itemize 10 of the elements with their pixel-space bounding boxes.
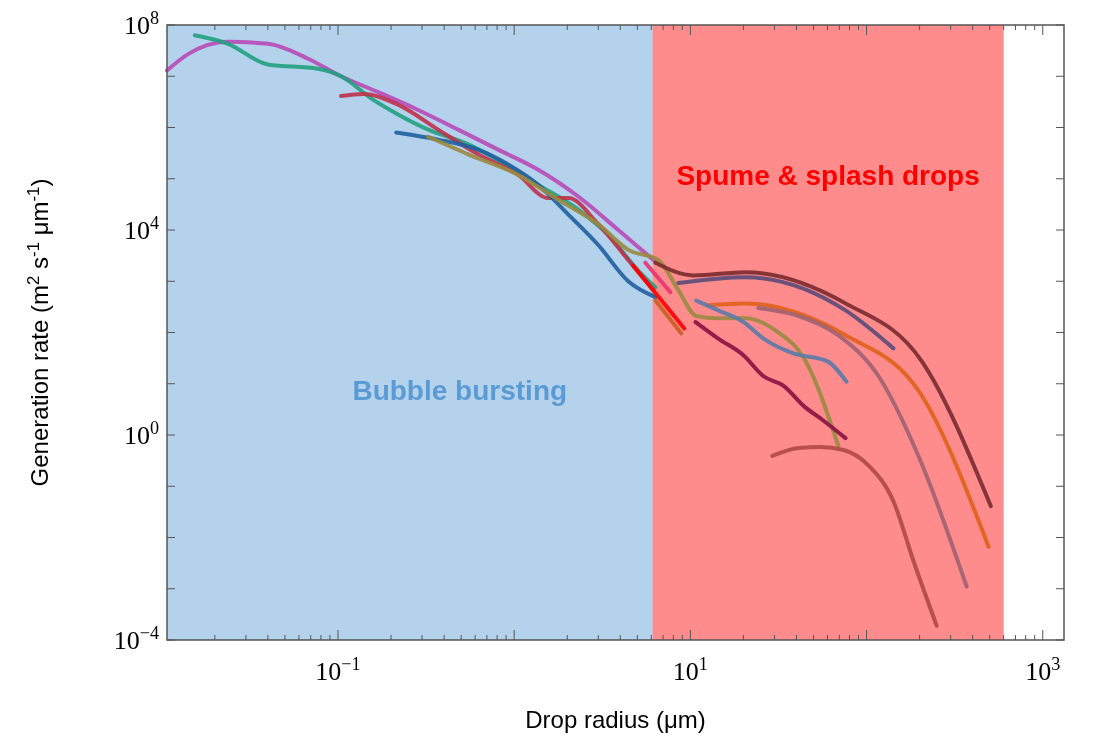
x-tick-label: 10$^{−1}$	[315, 654, 361, 686]
y-tick-label: 10$^{8}$	[123, 8, 159, 40]
y-tick-label: 10$^{0}$	[123, 418, 159, 450]
x-axis-title: Drop radius (μm)	[525, 706, 706, 733]
y-tick-label: 10$^{4}$	[123, 213, 159, 245]
y-tick-label: 10$^{−4}$	[113, 623, 159, 655]
x-tick-label: 10$^{1}$	[672, 654, 708, 686]
x-tick-label: 10$^{3}$	[1025, 654, 1061, 686]
band-label: Bubble bursting	[352, 375, 568, 406]
band-label: Spume & splash drops	[676, 160, 980, 191]
